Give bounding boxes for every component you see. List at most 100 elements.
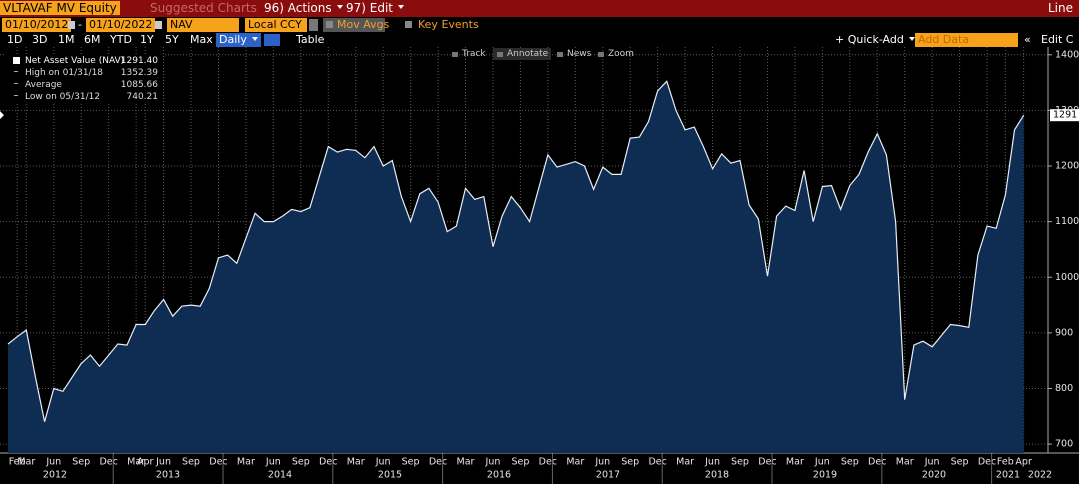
stat-marker	[14, 95, 18, 96]
tool-icon[interactable]	[557, 52, 563, 57]
calendar-icon[interactable]	[68, 21, 75, 29]
calendar-icon[interactable]	[155, 21, 162, 29]
collapse[interactable]: «	[1024, 33, 1031, 46]
x-tick-label: Sep	[511, 457, 529, 468]
x-tick-label: Dec	[648, 457, 666, 468]
period-button[interactable]: 1M	[58, 33, 75, 46]
x-tick-label: Dec	[209, 457, 227, 468]
year-label: 2014	[268, 470, 292, 481]
period-button[interactable]: 6M	[84, 33, 101, 46]
stat-label: High on 01/31/18	[25, 68, 104, 78]
stat-marker	[14, 83, 18, 84]
table-button[interactable]: Table	[296, 33, 325, 46]
chart-icon[interactable]	[264, 34, 280, 46]
legend-value: 1291.40	[120, 56, 158, 66]
year-label: 2021	[996, 470, 1020, 481]
x-tick-label: Dec	[868, 457, 886, 468]
year-label: 2017	[596, 470, 620, 481]
currency[interactable]: Local CCY	[245, 18, 307, 32]
area	[8, 81, 1024, 454]
period-button[interactable]: 1D	[7, 33, 23, 46]
x-tick-label: Mar	[347, 457, 365, 468]
stat-value: 1352.39	[120, 68, 158, 78]
x-tick-label: Sep	[182, 457, 200, 468]
last-value-marker	[0, 111, 4, 120]
stat-value: 740.21	[126, 92, 159, 102]
x-tick-label: Dec	[978, 457, 996, 468]
x-tick-label: Jun	[45, 457, 61, 468]
mov-avgs-box[interactable]	[323, 18, 385, 32]
add-data[interactable]: Add Data	[915, 33, 1018, 47]
x-tick-label: Sep	[731, 457, 749, 468]
year-label: 2019	[813, 470, 837, 481]
last-value-label: 1291	[1053, 110, 1077, 121]
legend-label: Net Asset Value (NAV)	[25, 56, 125, 66]
end-date[interactable]: 01/10/2022	[86, 18, 156, 32]
x-tick-label: Sep	[621, 457, 639, 468]
x-tick-label: Jun	[485, 457, 501, 468]
stat-label: Average	[25, 80, 62, 90]
x-tick-label: Sep	[951, 457, 969, 468]
tool-highlight[interactable]	[493, 48, 551, 60]
edit-chart[interactable]: Edit C	[1041, 33, 1074, 46]
year-label: 2013	[156, 470, 180, 481]
period-button[interactable]: YTD	[110, 33, 132, 46]
y-tick-label: 900	[1055, 327, 1073, 338]
actions-menu[interactable]: 96) Actions	[264, 1, 343, 15]
stat-label: Low on 05/31/12	[25, 92, 101, 102]
checkbox[interactable]	[326, 21, 333, 28]
x-tick-label: Mar	[786, 457, 804, 468]
x-tick-label: Jun	[155, 457, 171, 468]
x-tick-label: Sep	[402, 457, 420, 468]
tool-icon[interactable]	[497, 52, 503, 57]
y-tick-label: 1400	[1055, 49, 1079, 60]
legend	[5, 54, 163, 102]
tool-button[interactable]: Zoom	[608, 49, 634, 59]
year-label: 2015	[378, 470, 402, 481]
x-tick-label: Dec	[758, 457, 776, 468]
tool-icon[interactable]	[452, 52, 458, 57]
x-tick-label: Sep	[72, 457, 90, 468]
key-events[interactable]: Key Events	[418, 18, 479, 31]
tool-button[interactable]: Track	[462, 49, 486, 59]
quick-add[interactable]: + Quick-Add	[835, 33, 915, 47]
stat-marker	[14, 71, 18, 72]
start-date[interactable]: 01/10/2012	[2, 18, 72, 32]
period-button[interactable]: 5Y	[165, 33, 179, 46]
y-tick-label: 800	[1055, 383, 1073, 394]
x-tick-label: Jun	[375, 457, 391, 468]
date-dash: -	[78, 18, 82, 31]
ticker[interactable]: VLTAVAF MV Equity	[0, 1, 120, 15]
tool-button[interactable]: News	[567, 49, 592, 59]
x-tick-label: Feb	[997, 457, 1014, 468]
year-label: 2012	[43, 470, 67, 481]
frequency[interactable]: Daily	[216, 33, 261, 47]
x-tick-label: Jun	[265, 457, 281, 468]
period-button[interactable]: Max	[190, 33, 213, 46]
x-tick-label: Dec	[429, 457, 447, 468]
year-label: 2016	[487, 470, 511, 481]
x-tick-label: Jun	[704, 457, 720, 468]
suggested-charts[interactable]: Suggested Charts	[150, 1, 257, 15]
tool-icon[interactable]	[598, 52, 604, 57]
year-label: 2022	[1028, 470, 1052, 481]
tool-button[interactable]: Annotate	[507, 49, 549, 59]
x-tick-label: Jun	[924, 457, 940, 468]
chart-style[interactable]: Line	[1048, 1, 1074, 15]
mov-avgs[interactable]: Mov Avgs	[337, 18, 390, 31]
checkbox[interactable]	[405, 21, 412, 28]
currency-dropdown[interactable]	[309, 19, 318, 31]
x-tick-label: Mar	[566, 457, 584, 468]
period-button[interactable]: 3D	[32, 33, 48, 46]
x-tick-label: Sep	[841, 457, 859, 468]
x-tick-label: Mar	[127, 457, 145, 468]
x-tick-label: Sep	[292, 457, 310, 468]
y-tick-label: 1200	[1055, 161, 1079, 172]
x-tick-label: Dec	[539, 457, 557, 468]
x-tick-label: Apr	[137, 457, 154, 468]
edit-menu[interactable]: 97) Edit	[346, 1, 404, 15]
period-button[interactable]: 1Y	[140, 33, 154, 46]
x-tick-label: Mar	[676, 457, 694, 468]
field[interactable]: NAV	[167, 18, 239, 32]
